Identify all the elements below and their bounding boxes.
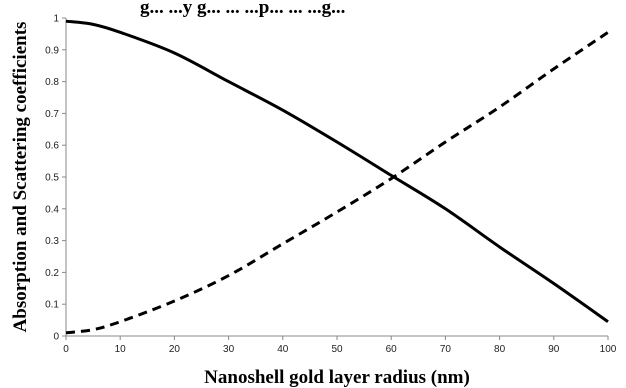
y-tick-label: 0: [53, 332, 59, 343]
solid-series-line: [65, 19, 609, 323]
x-tick-label: 80: [494, 344, 506, 355]
x-axis-title: Nanoshell gold layer radius (nm): [204, 367, 470, 388]
x-tick-label: 20: [169, 344, 181, 355]
dashed-series-line: [65, 31, 609, 335]
y-tick-label: 0.3: [45, 236, 59, 247]
y-tick-label: 0.4: [45, 204, 59, 215]
x-tick-label: 50: [331, 344, 343, 355]
x-tick-label: 10: [115, 344, 127, 355]
y-tick-label: 0.6: [45, 141, 59, 152]
x-tick-label: 70: [440, 344, 452, 355]
x-tick-label: 30: [223, 344, 235, 355]
y-tick-label: 0.8: [45, 77, 59, 88]
y-tick-label: 0.9: [45, 45, 59, 56]
top-text: g... ...y g... ... ...p... ... ...g...: [140, 0, 345, 18]
x-tick-label: 60: [386, 344, 398, 355]
series-layer: [65, 19, 609, 335]
y-tick-label: 0.1: [45, 300, 59, 311]
x-tick-label: 100: [600, 344, 617, 355]
y-tick-label: 0.5: [45, 173, 59, 184]
y-tick-label: 0.2: [45, 268, 59, 279]
y-tick-labels: 0 0.1 0.2 0.3 0.4 0.5 0.6 0.7 0.8 0.9 1: [45, 14, 66, 343]
plot-frame: [65, 18, 608, 337]
x-tick-label: 90: [548, 344, 560, 355]
x-tick-label: 0: [63, 344, 69, 355]
y-tick-label: 1: [53, 14, 59, 25]
x-tick-label: 40: [277, 344, 289, 355]
x-tick-labels: 0 10 20 30 40 50 60 70 80 90 100: [63, 336, 617, 355]
y-axis-title: Absorption and Scattering coefficients: [10, 22, 31, 333]
y-tick-label: 0.7: [45, 109, 59, 120]
